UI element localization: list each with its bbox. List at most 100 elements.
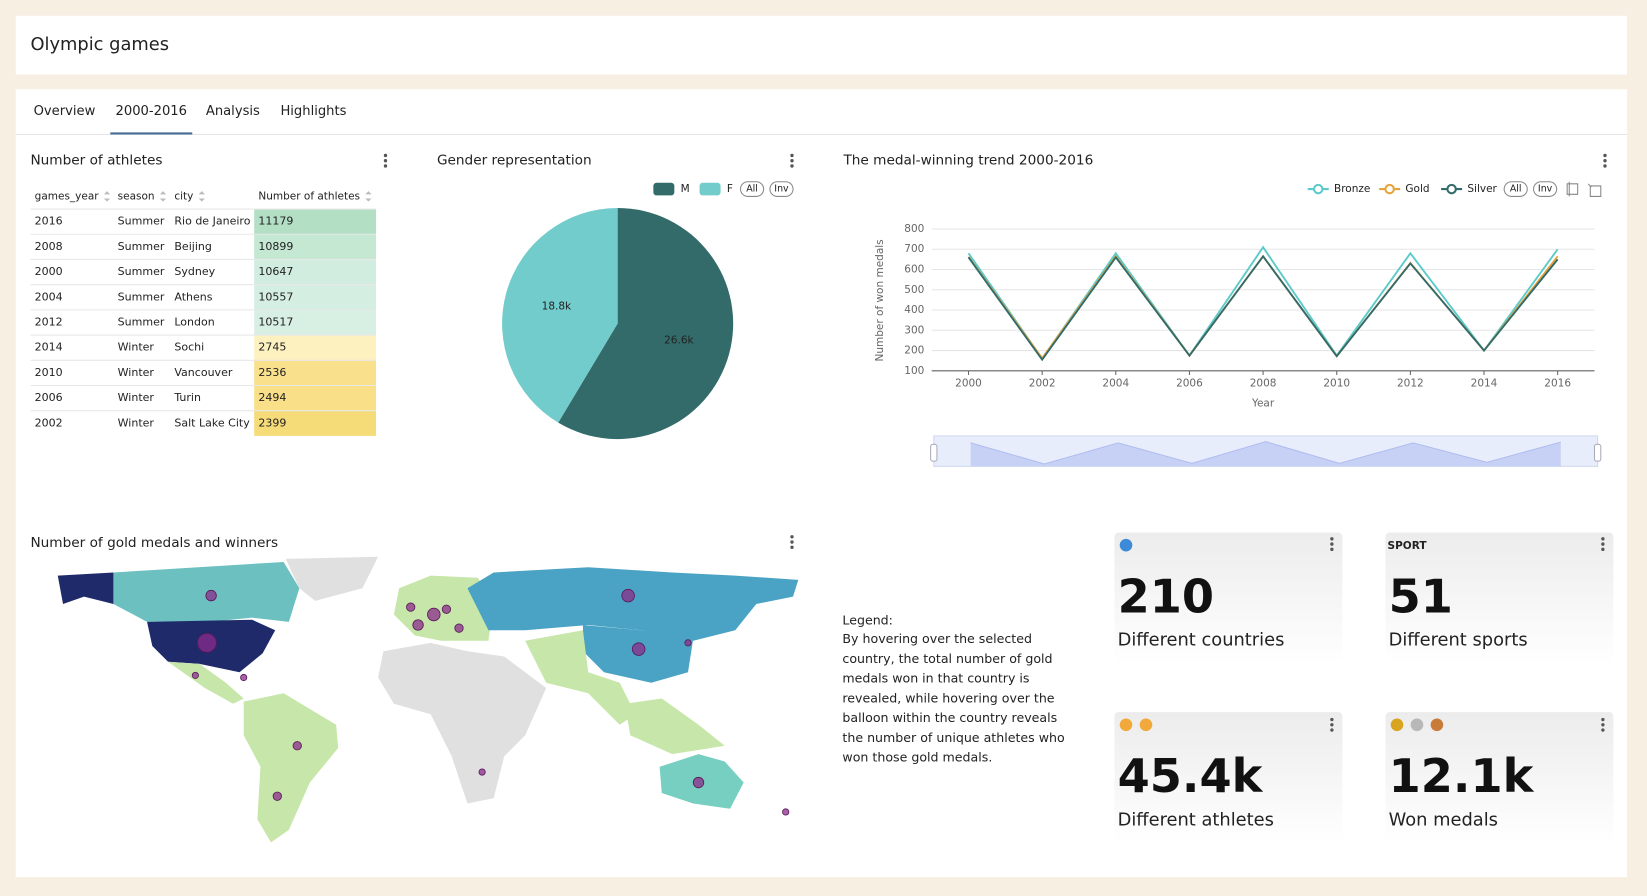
menu-dot[interactable]: [790, 159, 794, 163]
sort-icon[interactable]: [159, 191, 167, 202]
y-axis-label: Number of won medals: [874, 239, 886, 361]
menu-dot[interactable]: [790, 535, 794, 539]
kpi-value: 210: [1118, 569, 1214, 623]
kebab-menu[interactable]: [1330, 717, 1334, 732]
table-cell: Sochi: [174, 341, 204, 354]
column-header[interactable]: games_year: [35, 190, 100, 202]
legend-button-label[interactable]: Inv: [774, 184, 789, 195]
legend-button-label[interactable]: Inv: [1538, 184, 1553, 195]
x-tick-label: 2012: [1397, 377, 1424, 389]
menu-dot[interactable]: [790, 164, 794, 168]
menu-dot[interactable]: [1601, 537, 1605, 541]
menu-dot[interactable]: [1330, 728, 1334, 732]
legend-label[interactable]: M: [681, 183, 690, 195]
legend-button[interactable]: [1503, 181, 1528, 197]
slice-label: 18.8k: [542, 301, 572, 313]
kebab-menu[interactable]: [383, 153, 388, 168]
x-tick-label: 2016: [1544, 377, 1571, 389]
table-cell: 2014: [35, 341, 63, 354]
table-cell: 2016: [35, 215, 63, 228]
column-header[interactable]: Number of athletes: [258, 190, 360, 202]
menu-dot[interactable]: [383, 164, 388, 168]
legend-label[interactable]: F: [727, 183, 733, 195]
legend-swatch[interactable]: [653, 182, 675, 196]
menu-dot[interactable]: [1603, 164, 1607, 168]
menu-dot[interactable]: [1601, 717, 1605, 722]
map-bubble: [191, 671, 199, 679]
pie-slice[interactable]: [502, 207, 618, 423]
legend-button-label[interactable]: All: [746, 184, 758, 195]
menu-dot[interactable]: [790, 540, 794, 544]
legend-label[interactable]: Gold: [1405, 183, 1429, 195]
legend-button-label[interactable]: All: [1510, 184, 1522, 195]
menu-dot[interactable]: [1601, 542, 1605, 546]
legend-button[interactable]: [769, 181, 794, 197]
zoom-handle[interactable]: [1593, 443, 1602, 462]
legend-label[interactable]: Bronze: [1334, 183, 1370, 195]
kebab-menu[interactable]: [1603, 153, 1607, 168]
menu-dot[interactable]: [1330, 723, 1334, 727]
menu-dot[interactable]: [1330, 547, 1334, 552]
table-cell: Winter: [118, 391, 155, 404]
menu-dot[interactable]: [383, 159, 388, 163]
toolbox-reset[interactable]: [1587, 183, 1602, 197]
athletes-table: games_year season city Number of athletes 20…: [30, 190, 377, 436]
menu-dot[interactable]: [1601, 723, 1605, 727]
country: [467, 567, 799, 641]
map-bubble: [478, 768, 486, 776]
sort-icon[interactable]: [365, 191, 372, 202]
kebab-menu[interactable]: [1330, 537, 1334, 552]
legend-label[interactable]: Silver: [1467, 183, 1497, 195]
kebab-menu[interactable]: [1601, 717, 1605, 732]
tab[interactable]: Analysis: [206, 104, 260, 119]
x-tick-label: 2008: [1250, 377, 1277, 389]
toolbox-zoom[interactable]: [1566, 181, 1579, 197]
column-header[interactable]: season: [118, 190, 155, 202]
menu-dot[interactable]: [1601, 547, 1605, 552]
legend-swatch[interactable]: [699, 182, 721, 196]
menu-dot[interactable]: [1330, 542, 1334, 546]
panel-title: Gender representation: [437, 153, 592, 169]
sort-icon[interactable]: [198, 191, 205, 202]
tab[interactable]: Highlights: [280, 104, 346, 119]
legend-marker[interactable]: [1312, 183, 1324, 195]
kpi-value: 45.4k: [1118, 749, 1264, 803]
map-bubble: [272, 791, 282, 801]
country: [624, 698, 725, 755]
menu-dot[interactable]: [1601, 728, 1605, 732]
legend-marker[interactable]: [1446, 183, 1457, 195]
menu-dot[interactable]: [1330, 717, 1334, 722]
menu-dot[interactable]: [1603, 159, 1607, 163]
world-map: [57, 556, 799, 843]
legend-button[interactable]: [739, 181, 765, 197]
legend-button[interactable]: [1533, 181, 1558, 197]
kpi-label: Different sports: [1389, 630, 1528, 651]
tab[interactable]: Overview: [34, 104, 96, 119]
table-cell: 10517: [258, 315, 293, 328]
kpi-label: Different countries: [1118, 630, 1285, 651]
menu-dot[interactable]: [383, 153, 388, 158]
menu-dot[interactable]: [790, 153, 794, 158]
column-header[interactable]: city: [174, 190, 193, 202]
table-cell: Sydney: [174, 265, 215, 278]
cell-background: [254, 284, 377, 310]
menu-dot[interactable]: [1330, 537, 1334, 541]
table-cell: 2000: [35, 265, 63, 278]
kebab-menu[interactable]: [790, 153, 794, 168]
map-bubble: [205, 589, 217, 602]
zoom-handle[interactable]: [930, 443, 938, 462]
tab[interactable]: 2000-2016: [116, 104, 187, 119]
legend-note-line: By hovering over the selected: [842, 631, 1032, 646]
legend-note-title: Legend:: [842, 612, 893, 627]
sort-icon[interactable]: [103, 191, 111, 202]
kebab-menu[interactable]: [790, 535, 794, 549]
kebab-menu[interactable]: [1601, 537, 1605, 552]
menu-dot[interactable]: [790, 545, 794, 549]
kpi-value: 12.1k: [1389, 749, 1535, 803]
x-tick-label: 2002: [1029, 377, 1056, 389]
zoom-preview-line: [970, 441, 1561, 465]
pie-slice[interactable]: [558, 207, 734, 440]
menu-dot[interactable]: [1603, 153, 1607, 158]
legend-note-line: the number of unique athletes who: [842, 730, 1065, 745]
legend-marker[interactable]: [1384, 183, 1395, 195]
